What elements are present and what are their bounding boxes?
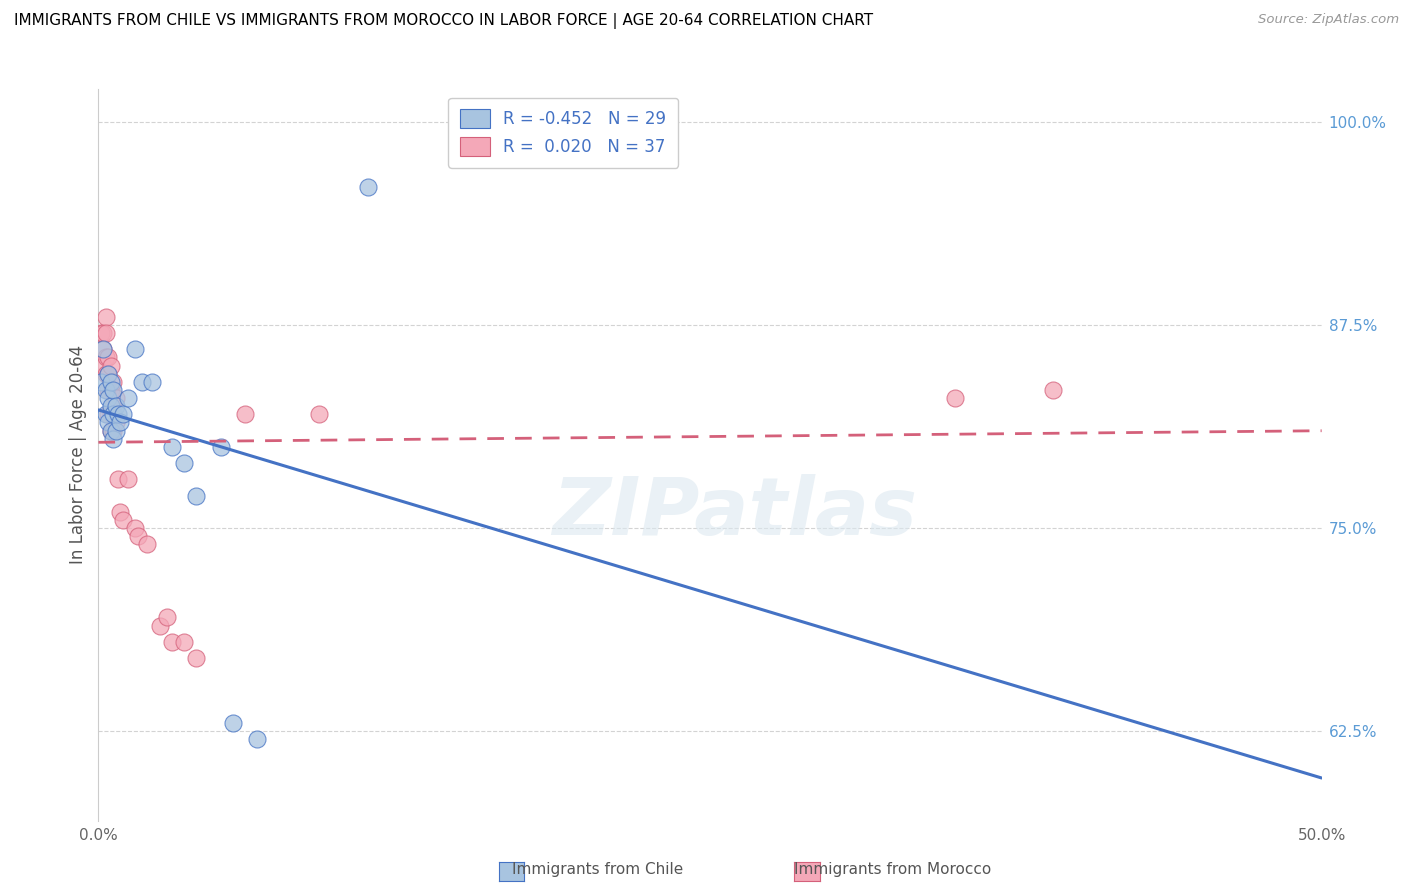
Point: [149, 618, 172, 632]
Point: [94, 367, 117, 381]
Point: [97, 367, 120, 381]
Point: [94, 407, 117, 421]
Point: [91, 326, 114, 340]
Point: [186, 489, 208, 503]
Point: [156, 610, 179, 624]
Point: [100, 424, 122, 438]
Point: [97, 391, 120, 405]
Point: [91, 343, 114, 357]
Text: ZIPatlas: ZIPatlas: [553, 475, 917, 552]
Point: [101, 424, 124, 438]
Point: [222, 716, 245, 731]
Point: [97, 383, 120, 397]
Point: [90, 375, 112, 389]
Point: [100, 383, 122, 397]
Point: [127, 529, 149, 543]
Point: [131, 375, 153, 389]
Point: [104, 416, 127, 430]
Point: [101, 432, 124, 446]
Point: [97, 351, 120, 365]
Point: [124, 521, 146, 535]
Point: [100, 399, 122, 413]
Point: [97, 367, 120, 381]
Point: [91, 359, 114, 373]
Point: [101, 383, 124, 397]
Point: [104, 391, 127, 405]
Point: [173, 635, 195, 649]
Text: IMMIGRANTS FROM CHILE VS IMMIGRANTS FROM MOROCCO IN LABOR FORCE | AGE 20-64 CORR: IMMIGRANTS FROM CHILE VS IMMIGRANTS FROM…: [14, 13, 873, 29]
Legend: R = -0.452   N = 29, R =  0.020   N = 37: R = -0.452 N = 29, R = 0.020 N = 37: [449, 97, 678, 168]
Point: [186, 651, 208, 665]
Point: [100, 424, 122, 438]
Point: [160, 440, 183, 454]
Point: [91, 343, 114, 357]
Point: [356, 179, 378, 194]
Point: [90, 326, 112, 340]
Point: [100, 407, 122, 421]
Point: [308, 407, 330, 421]
Point: [100, 359, 122, 373]
Point: [136, 537, 159, 551]
Point: [97, 416, 120, 430]
Point: [141, 375, 163, 389]
Point: [124, 343, 146, 357]
Y-axis label: In Labor Force | Age 20-64: In Labor Force | Age 20-64: [69, 345, 87, 565]
Point: [94, 351, 117, 365]
Point: [94, 326, 117, 340]
Point: [117, 391, 139, 405]
Text: Immigrants from Chile: Immigrants from Chile: [512, 863, 683, 877]
Text: Immigrants from Morocco: Immigrants from Morocco: [794, 863, 991, 877]
Point: [101, 407, 124, 421]
Point: [101, 399, 124, 413]
Point: [100, 375, 122, 389]
Point: [1042, 383, 1064, 397]
Point: [160, 635, 183, 649]
Point: [104, 424, 127, 438]
Point: [107, 472, 129, 486]
Point: [104, 399, 127, 413]
Point: [101, 375, 124, 389]
Point: [233, 407, 256, 421]
Point: [173, 456, 195, 470]
Point: [209, 440, 232, 454]
Point: [110, 505, 132, 519]
Point: [97, 407, 120, 421]
Point: [111, 513, 134, 527]
Point: [943, 391, 966, 405]
Point: [107, 407, 129, 421]
Point: [94, 310, 117, 324]
Point: [110, 416, 132, 430]
Point: [111, 407, 134, 421]
Point: [94, 383, 117, 397]
Point: [117, 472, 139, 486]
Text: Source: ZipAtlas.com: Source: ZipAtlas.com: [1258, 13, 1399, 27]
Point: [246, 732, 269, 747]
